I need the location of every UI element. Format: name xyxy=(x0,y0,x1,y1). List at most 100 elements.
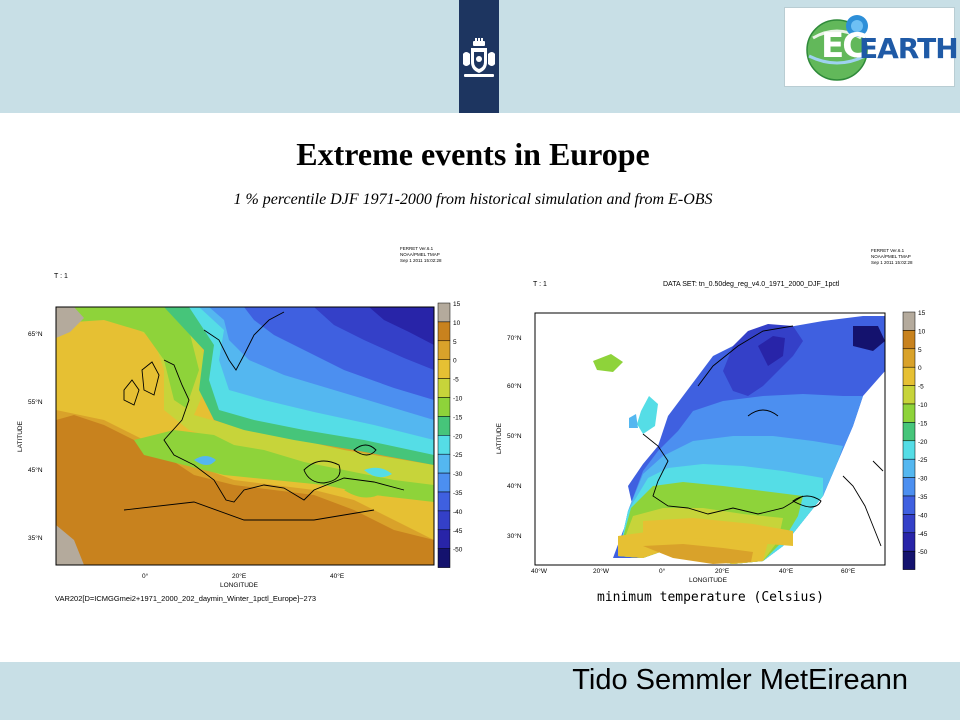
left-stamp-3: Sep 1 2011 15:02:28 xyxy=(400,258,442,263)
colorbar-tick-label: 15 xyxy=(918,310,926,317)
colorbar-swatch xyxy=(902,532,916,552)
right-longitude-title: LONGITUDE xyxy=(689,577,728,584)
colorbar-tick-label: -30 xyxy=(918,476,928,483)
left-lon-tick: 40°E xyxy=(330,572,345,580)
right-lon-tick: 60°E xyxy=(841,567,856,575)
right-lat-tick: 40°N xyxy=(507,482,522,490)
colorbar-tick-label: 10 xyxy=(918,328,926,335)
colorbar-tick-label: -50 xyxy=(918,549,928,556)
colorbar-tick-label: -15 xyxy=(453,414,463,421)
globe-icon xyxy=(806,15,868,81)
colorbar-swatch xyxy=(437,548,451,568)
left-map-caption: VAR202[D=ICMGGmei2+1971_2000_202_daymin_… xyxy=(55,594,317,603)
colorbar-swatch xyxy=(437,340,451,360)
colorbar-swatch xyxy=(902,550,916,570)
colorbar-tick-label: -25 xyxy=(453,452,463,459)
colorbar-swatch xyxy=(902,348,916,368)
colorbar-swatch xyxy=(902,403,916,423)
right-lon-tick: 40°E xyxy=(779,567,794,575)
left-stamp-1: FERRET Ver.6.1 xyxy=(400,246,434,251)
colorbar-swatch xyxy=(902,514,916,534)
right-lon-tick: 40°W xyxy=(531,567,548,575)
right-stamp-2: NOAA/PMEL TMAP xyxy=(871,254,911,259)
colorbar-tick-label: -5 xyxy=(453,377,459,384)
colorbar-tick-label: -45 xyxy=(918,531,928,538)
colorbar-swatch xyxy=(437,472,451,493)
colorbar-tick-label: -35 xyxy=(918,494,928,501)
colorbar-tick-label: 10 xyxy=(453,320,461,327)
right-lat-tick: 70°N xyxy=(507,334,522,342)
colorbar-tick-label: -30 xyxy=(453,471,463,478)
colorbar-swatch xyxy=(902,477,916,497)
colorbar-swatch xyxy=(437,491,451,512)
right-colorbar: 15 10 5 0 -5 -10 -15 -20 -25 -30 -35 -40 -45 -50 xyxy=(902,310,928,570)
left-map-panel: T : 1 FERRET Ver.6.1 NOAA/PMEL TMAP Sep … xyxy=(17,246,463,589)
footer-band xyxy=(0,662,960,720)
colorbar-tick-label: -35 xyxy=(453,490,463,497)
right-lat-tick: 60°N xyxy=(507,382,522,390)
right-map-panel: T : 1 DATA SET: tn_0.50deg_reg_v4.0_1971… xyxy=(496,248,928,584)
right-lat-tick: 30°N xyxy=(507,532,522,540)
colorbar-swatch xyxy=(902,422,916,442)
colorbar-tick-label: -5 xyxy=(918,384,924,391)
colorbar-swatch xyxy=(437,416,451,436)
colorbar-swatch xyxy=(437,359,451,379)
logo-earth-text: EARTH xyxy=(859,32,959,65)
left-lon-tick: 20°E xyxy=(232,572,247,580)
colorbar-tick-label: -40 xyxy=(918,512,928,519)
crest-icon xyxy=(463,38,495,77)
right-stamp-3: Sep 1 2011 15:02:28 xyxy=(871,260,913,265)
colorbar-swatch xyxy=(902,311,916,331)
colorbar-swatch xyxy=(902,458,916,478)
slide-title: Extreme events in Europe xyxy=(296,136,650,172)
colorbar-swatch xyxy=(437,435,451,455)
ec-earth-logo: EC EARTH xyxy=(784,7,959,87)
right-map-field xyxy=(593,316,885,564)
slide-subtitle: 1 % percentile DJF 1971-2000 from histor… xyxy=(233,191,713,208)
colorbar-tick-label: -20 xyxy=(918,439,928,446)
author-name: Tido Semmler MetEireann xyxy=(572,664,908,696)
right-lon-tick: 20°E xyxy=(715,567,730,575)
colorbar-swatch xyxy=(902,495,916,515)
colorbar-swatch xyxy=(437,378,451,398)
colorbar-tick-label: 5 xyxy=(918,347,922,354)
colorbar-tick-label: 0 xyxy=(453,358,457,365)
right-lat-tick: 50°N xyxy=(507,432,522,440)
colorbar-swatch xyxy=(902,366,916,386)
colorbar-tick-label: 5 xyxy=(453,339,457,346)
colorbar-tick-label: -10 xyxy=(918,402,928,409)
logo-ec-text: EC xyxy=(821,26,867,66)
left-colorbar: 15 10 5 0 -5 -10 -15 -20 -25 -30 -35 -40 -45 -50 xyxy=(437,301,463,568)
right-header-label: T : 1 xyxy=(533,281,547,288)
colorbar-swatch xyxy=(902,385,916,405)
right-map-caption: minimum temperature (Celsius) xyxy=(597,590,824,605)
right-dataset-label: DATA SET: tn_0.50deg_reg_v4.0_1971_2000_… xyxy=(663,281,840,288)
colorbar-swatch xyxy=(437,510,451,531)
colorbar-tick-label: -45 xyxy=(453,528,463,535)
colorbar-swatch xyxy=(437,397,451,417)
left-lat-tick: 35°N xyxy=(28,534,43,542)
right-latitude-title: LATITUDE xyxy=(496,422,503,454)
left-header-label: T : 1 xyxy=(54,273,68,280)
colorbar-swatch xyxy=(437,529,451,549)
left-lat-tick: 65°N xyxy=(28,330,43,338)
left-lat-tick: 45°N xyxy=(28,466,43,474)
colorbar-swatch xyxy=(902,330,916,350)
left-stamp-2: NOAA/PMEL TMAP xyxy=(400,252,440,257)
colorbar-tick-label: -40 xyxy=(453,509,463,516)
right-lon-tick: 20°W xyxy=(593,567,610,575)
colorbar-swatch xyxy=(902,440,916,460)
colorbar-swatch xyxy=(437,302,451,323)
left-latitude-title: LATITUDE xyxy=(17,420,24,452)
colorbar-tick-label: -50 xyxy=(453,547,463,554)
left-lat-tick: 55°N xyxy=(28,398,43,406)
colorbar-swatch xyxy=(437,321,451,342)
left-map-field xyxy=(56,307,434,565)
colorbar-swatch xyxy=(437,453,451,474)
colorbar-tick-label: 15 xyxy=(453,301,461,308)
right-lon-tick: 0° xyxy=(659,567,666,575)
colorbar-tick-label: -25 xyxy=(918,457,928,464)
right-stamp-1: FERRET Ver.6.1 xyxy=(871,248,905,253)
colorbar-tick-label: -20 xyxy=(453,433,463,440)
colorbar-tick-label: -10 xyxy=(453,396,463,403)
